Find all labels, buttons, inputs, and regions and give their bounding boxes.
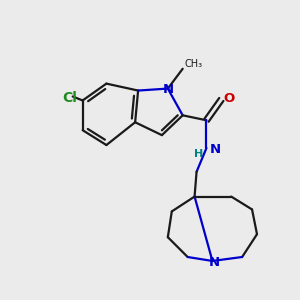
Text: N: N — [162, 83, 173, 96]
Text: O: O — [224, 92, 235, 105]
Text: H: H — [194, 149, 203, 159]
Text: N: N — [209, 256, 220, 269]
Text: Cl: Cl — [62, 92, 77, 106]
Text: N: N — [209, 142, 220, 155]
Text: CH₃: CH₃ — [185, 59, 203, 69]
